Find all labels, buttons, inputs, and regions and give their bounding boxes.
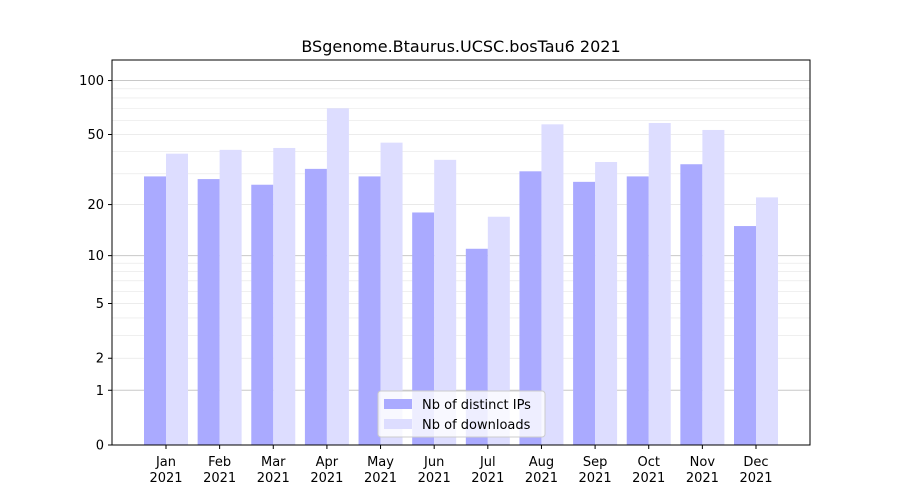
bar-downloads bbox=[273, 147, 296, 446]
y-tick-label: 2 bbox=[96, 352, 104, 367]
x-tick-label: Nov 2021 bbox=[686, 455, 719, 486]
plot-area bbox=[111, 59, 811, 446]
x-tick-label: Jul 2021 bbox=[471, 455, 504, 486]
bar-distinct-ips bbox=[626, 176, 649, 445]
x-tick-label: Jan 2021 bbox=[149, 455, 182, 486]
y-tick-label: 5 bbox=[96, 297, 104, 312]
y-tick-label: 100 bbox=[79, 74, 104, 89]
bar-downloads bbox=[487, 216, 510, 445]
y-tick-label: 0 bbox=[96, 439, 104, 454]
bar-distinct-ips bbox=[197, 179, 220, 445]
bar-distinct-ips bbox=[358, 176, 381, 445]
bar-distinct-ips bbox=[680, 164, 703, 445]
bars bbox=[144, 108, 778, 446]
bar-downloads bbox=[219, 149, 242, 445]
bar-distinct-ips bbox=[144, 176, 166, 445]
bar-downloads bbox=[166, 153, 188, 445]
bar-downloads bbox=[648, 122, 671, 445]
bar-distinct-ips bbox=[734, 226, 756, 445]
legend-box bbox=[377, 390, 546, 438]
x-tick-label: Apr 2021 bbox=[310, 455, 343, 486]
chart-title: BSgenome.Btaurus.UCSC.bosTau6 2021 bbox=[301, 37, 620, 56]
bar-downloads bbox=[756, 197, 778, 445]
y-tick-label: 10 bbox=[87, 249, 104, 264]
bar-distinct-ips bbox=[412, 212, 435, 445]
y-axis: 0 1 2 5 10 20 50 100 bbox=[79, 74, 112, 454]
bar-distinct-ips bbox=[304, 168, 327, 445]
x-tick-label: Mar 2021 bbox=[257, 455, 290, 486]
y-tick-label: 1 bbox=[96, 384, 104, 399]
bar-distinct-ips bbox=[251, 184, 274, 445]
bar-downloads bbox=[434, 159, 457, 445]
legend-swatch bbox=[384, 399, 412, 409]
bar-distinct-ips bbox=[519, 171, 542, 445]
bar-distinct-ips bbox=[573, 181, 596, 445]
x-tick-label: Feb 2021 bbox=[203, 455, 236, 486]
legend: Nb of distinct IPs Nb of downloads bbox=[377, 390, 546, 438]
x-tick-label: Jun 2021 bbox=[418, 455, 451, 486]
bar-downloads bbox=[380, 142, 403, 445]
bar-downloads bbox=[702, 129, 725, 445]
x-tick-label: Dec 2021 bbox=[739, 455, 772, 486]
x-tick-label: Oct 2021 bbox=[632, 455, 665, 486]
legend-swatch bbox=[384, 419, 412, 429]
x-axis: Jan 2021 Feb 2021 Mar 2021 Apr 2021 May 2021 Jun 20… bbox=[149, 445, 773, 486]
x-tick-label: Sep 2021 bbox=[579, 455, 612, 486]
x-tick-label: Aug 2021 bbox=[525, 455, 558, 486]
bar-downloads bbox=[595, 162, 618, 445]
x-tick-label: May 2021 bbox=[364, 455, 397, 486]
bar-downloads bbox=[541, 124, 564, 445]
legend-label: Nb of distinct IPs bbox=[422, 398, 531, 413]
y-tick-label: 20 bbox=[87, 198, 104, 213]
bar-downloads bbox=[326, 108, 349, 445]
legend-label: Nb of downloads bbox=[422, 418, 531, 433]
y-tick-label: 50 bbox=[87, 128, 104, 143]
